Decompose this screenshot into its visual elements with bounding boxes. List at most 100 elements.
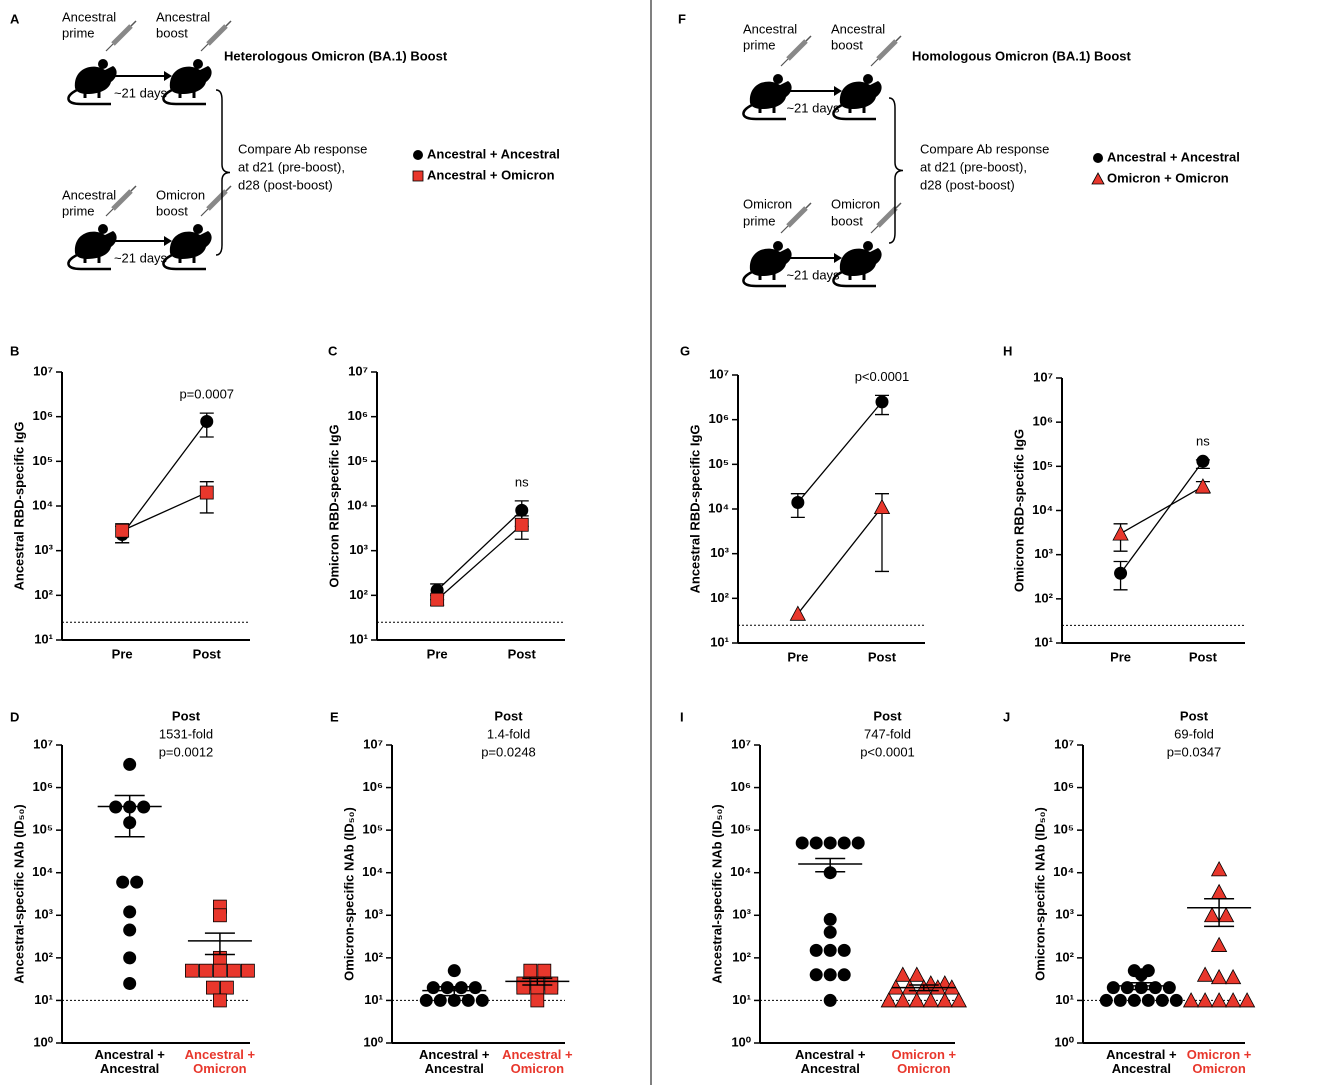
y-tick-label: 10⁰ [731,1034,751,1049]
marker [241,964,254,977]
y-tick-label: 10⁵ [730,822,751,837]
error-bar [1204,899,1234,927]
x-tick-label-box: Omicron + Omicron [1174,1048,1264,1084]
marker [206,981,219,994]
y-tick-label: 10⁷ [709,366,729,381]
legend-label: Ancestral + Ancestral [1107,149,1240,164]
marker [1212,938,1227,952]
marker [810,968,823,981]
marker [810,836,823,849]
annotation: ns [515,474,529,489]
series-line [122,421,207,534]
marker [810,944,823,957]
compare-text: d28 (post-boost) [238,177,333,192]
annotation: p=0.0248 [481,744,536,759]
marker [1212,970,1227,984]
marker [937,993,952,1007]
series-line [437,510,522,590]
y-tick-label: 10¹ [34,992,53,1007]
y-tick-label: 10⁷ [33,736,53,751]
marker [476,994,489,1007]
interval-label: ~21 days [114,250,168,265]
panel-letter: E [330,709,339,724]
y-tick-label: 10⁵ [708,456,729,471]
marker [1212,862,1227,876]
marker [1240,993,1255,1007]
series-line [122,493,207,531]
syringe-needle [201,44,208,51]
annotation: p=0.0347 [1167,744,1222,759]
marker [227,964,240,977]
y-tick-label: 10³ [1055,907,1074,922]
y-tick-label: 10¹ [1055,992,1074,1007]
marker [1093,153,1103,163]
series-line [1121,486,1203,533]
step-label: boost [156,203,188,218]
y-tick-label: 10⁷ [33,363,53,378]
y-tick-label: 10³ [1034,546,1053,561]
panel-letter: A [10,11,20,26]
marker [199,964,212,977]
marker [545,981,558,994]
y-tick-label: 10³ [349,542,368,557]
y-tick-label: 10³ [34,907,53,922]
x-tick-label-box: Ancestral + Ancestral [409,1048,499,1084]
x-tick-label: Ancestral + Omicron [175,1048,265,1076]
y-tick-label: 10⁵ [1032,458,1053,473]
series-line [437,525,522,600]
panel-letter: F [678,11,686,26]
marker [413,171,423,181]
marker [824,968,837,981]
y-tick-label: 10¹ [710,634,729,649]
y-tick-label: 10⁷ [363,736,383,751]
marker [431,593,444,606]
marker [116,876,129,889]
error-bar [205,933,235,954]
marker [524,964,537,977]
marker [909,967,924,981]
marker [909,993,924,1007]
marker [838,968,851,981]
mouse-icon [750,81,792,109]
mouse-ear [98,224,108,234]
x-tick-label: Post [1189,649,1218,664]
step-label: boost [156,25,188,40]
brace [216,90,230,255]
panel-letter: B [10,343,19,358]
marker [791,496,804,509]
y-tick-label: 10² [34,587,53,602]
marker [895,967,910,981]
step-label: Ancestral [743,21,797,36]
y-tick-label: 10² [710,590,729,605]
y-axis-label: Omicron RBD-specific IgG [326,424,341,587]
step-label: Ancestral [62,9,116,24]
y-tick-label: 10² [1055,949,1074,964]
y-tick-label: 10⁵ [347,453,368,468]
y-axis-label: Omicron RBD-specific IgG [1011,429,1026,592]
y-tick-label: 10⁶ [1054,779,1074,794]
figure: AHeterologous Omicron (BA.1) BoostAncest… [0,0,1331,1085]
x-tick-label-box: Ancestral + Ancestral [785,1048,875,1084]
panel-letter: H [1003,343,1012,358]
marker [123,924,136,937]
annotation: 747-fold [864,726,911,741]
marker [881,993,896,1007]
y-tick-label: 10⁶ [33,779,53,794]
marker [1156,994,1169,1007]
y-tick-label: 10⁶ [363,779,383,794]
x-tick-label: Post [193,646,222,661]
x-tick-label: Ancestral + Omicron [492,1048,582,1076]
marker [796,836,809,849]
y-tick-label: 10¹ [1034,634,1053,649]
panel-title: Post [873,708,902,723]
y-tick-label: 10⁷ [1054,736,1074,751]
marker [824,994,837,1007]
syringe-needle [871,226,878,233]
y-tick-label: 10³ [364,907,383,922]
mouse-ear [773,241,783,251]
marker [413,150,423,160]
marker [1100,994,1113,1007]
step-label: Omicron [156,187,205,202]
y-tick-label: 10⁴ [708,500,729,515]
marker [838,836,851,849]
